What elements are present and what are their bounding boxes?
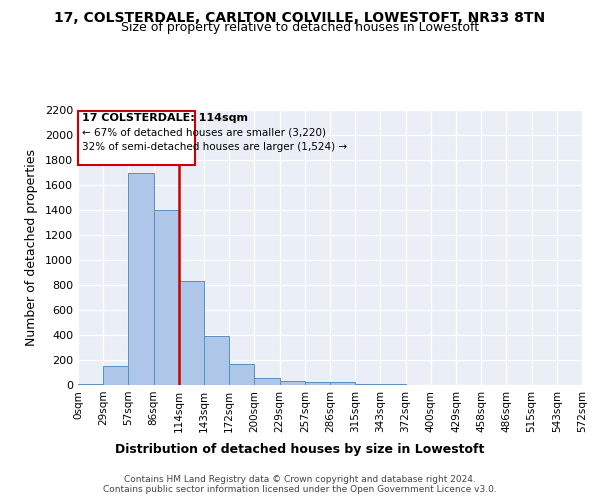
Bar [305, 382, 330, 385]
Bar [280, 380, 305, 385]
Text: 32% of semi-detached houses are larger (1,524) →: 32% of semi-detached houses are larger (… [82, 142, 347, 152]
Bar [78, 384, 103, 385]
Bar [128, 172, 154, 385]
Bar [229, 364, 254, 385]
Bar [254, 378, 280, 385]
Text: ← 67% of detached houses are smaller (3,220): ← 67% of detached houses are smaller (3,… [82, 128, 326, 138]
FancyBboxPatch shape [78, 110, 195, 165]
Text: 17, COLSTERDALE, CARLTON COLVILLE, LOWESTOFT, NR33 8TN: 17, COLSTERDALE, CARLTON COLVILLE, LOWES… [55, 11, 545, 25]
Y-axis label: Number of detached properties: Number of detached properties [25, 149, 38, 346]
Bar [204, 336, 229, 385]
Text: Distribution of detached houses by size in Lowestoft: Distribution of detached houses by size … [115, 442, 485, 456]
Bar [103, 366, 128, 385]
Text: 17 COLSTERDALE: 114sqm: 17 COLSTERDALE: 114sqm [82, 113, 248, 123]
Text: Size of property relative to detached houses in Lowestoft: Size of property relative to detached ho… [121, 22, 479, 35]
Bar [355, 384, 380, 385]
Text: Contains public sector information licensed under the Open Government Licence v3: Contains public sector information licen… [103, 485, 497, 494]
Text: Contains HM Land Registry data © Crown copyright and database right 2024.: Contains HM Land Registry data © Crown c… [124, 475, 476, 484]
Bar [154, 210, 179, 385]
Bar [179, 280, 204, 385]
Bar [330, 382, 355, 385]
Bar [380, 384, 406, 385]
